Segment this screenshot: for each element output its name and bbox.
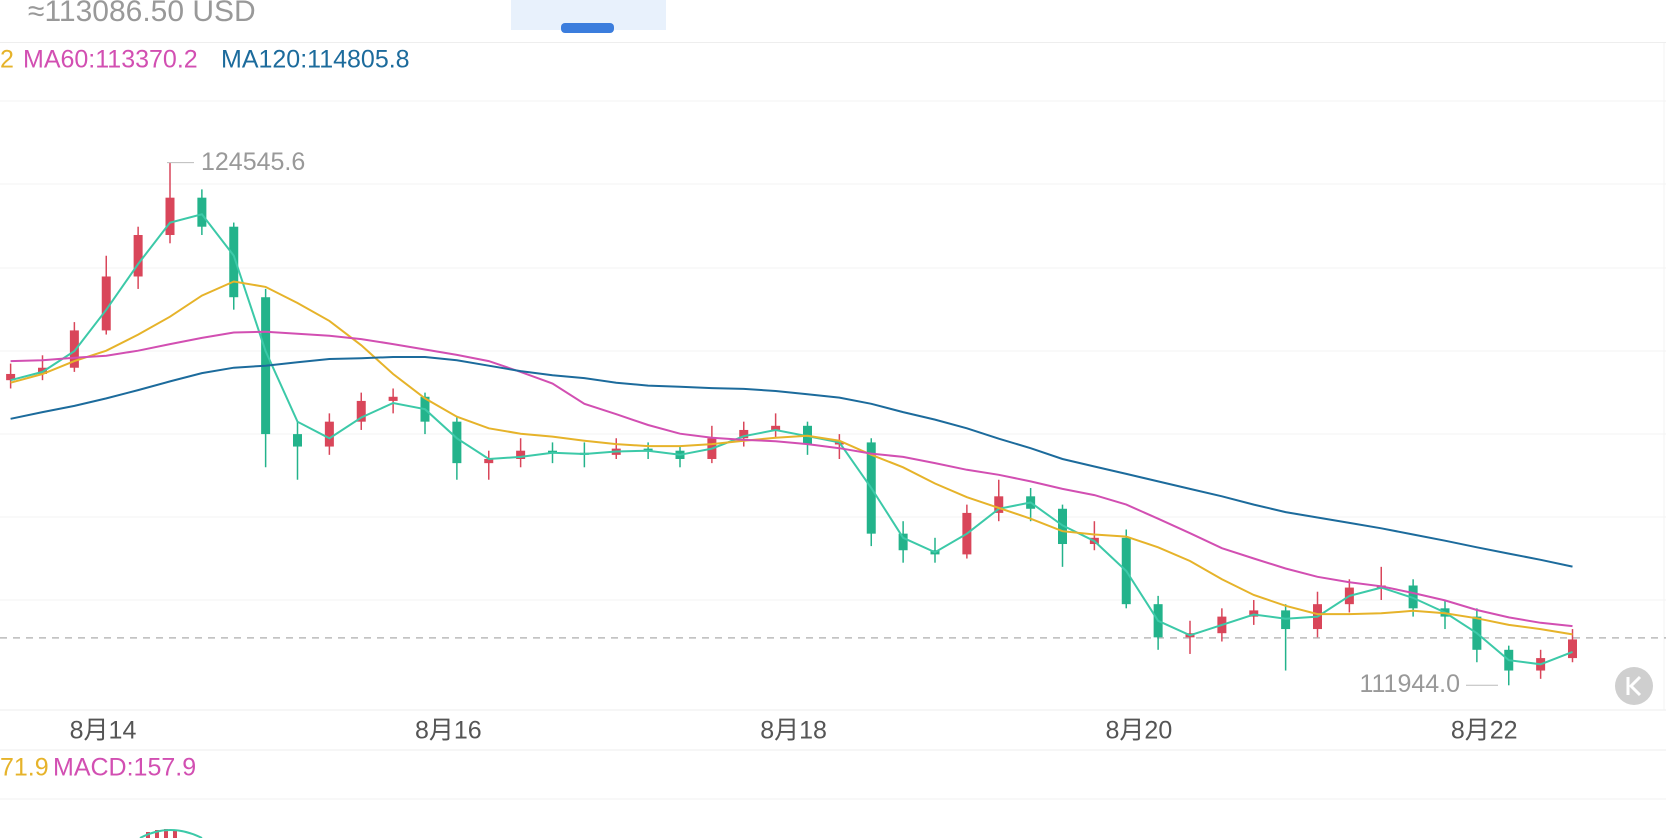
candle-body [293, 434, 302, 447]
x-tick-label: 8月16 [415, 717, 482, 745]
macd-bar [173, 830, 177, 838]
candle-body [324, 421, 334, 447]
candle-body [356, 400, 366, 422]
ma-line [10, 280, 1573, 636]
high-label: 124545.6 [201, 148, 305, 176]
candle-body [1568, 639, 1577, 659]
macd-bar [155, 830, 159, 838]
ma-line [10, 213, 1573, 666]
candle-body [484, 458, 494, 464]
ma-line [10, 330, 1573, 628]
candle-body [197, 197, 207, 227]
candle-body [771, 425, 781, 430]
candle-body [1281, 610, 1291, 630]
button-bg[interactable] [1615, 667, 1653, 705]
macd-line [139, 829, 203, 838]
low-label: 111944.0 [1359, 670, 1460, 698]
x-tick-label: 8月22 [1451, 717, 1518, 745]
x-tick-label: 8月20 [1106, 717, 1173, 745]
candle-body [994, 496, 1004, 513]
candle-body [6, 373, 16, 381]
macd-label: 71.9 [0, 754, 49, 782]
candle-body [643, 448, 653, 451]
tab-indicator [561, 23, 614, 33]
candle-body [388, 396, 398, 401]
candle-body [133, 235, 143, 277]
candle-body [229, 226, 239, 298]
legend-entry: MA60:113370.2 [23, 46, 198, 74]
ma-line [10, 356, 1573, 568]
candle-body [165, 197, 175, 236]
x-tick-label: 8月14 [70, 717, 137, 745]
candle-body [101, 276, 111, 331]
legend-entry: 2 [0, 46, 14, 74]
candle-body [898, 533, 908, 551]
x-tick-label: 8月18 [760, 717, 827, 745]
collapse-button[interactable] [1615, 667, 1653, 705]
macd-bar [164, 829, 168, 838]
candle-body [69, 330, 79, 368]
candle-body [516, 450, 526, 459]
macd-label: MACD:157.9 [53, 754, 196, 782]
grid [0, 43, 1666, 710]
macd-peek [139, 829, 203, 838]
price-header: ≈113086.50 USD [28, 0, 256, 28]
button-icon [1626, 675, 1642, 697]
candle-body [739, 429, 749, 439]
candle-body [452, 421, 462, 464]
legend-entry: MA120:114805.8 [221, 46, 410, 74]
candle-body [548, 450, 557, 453]
